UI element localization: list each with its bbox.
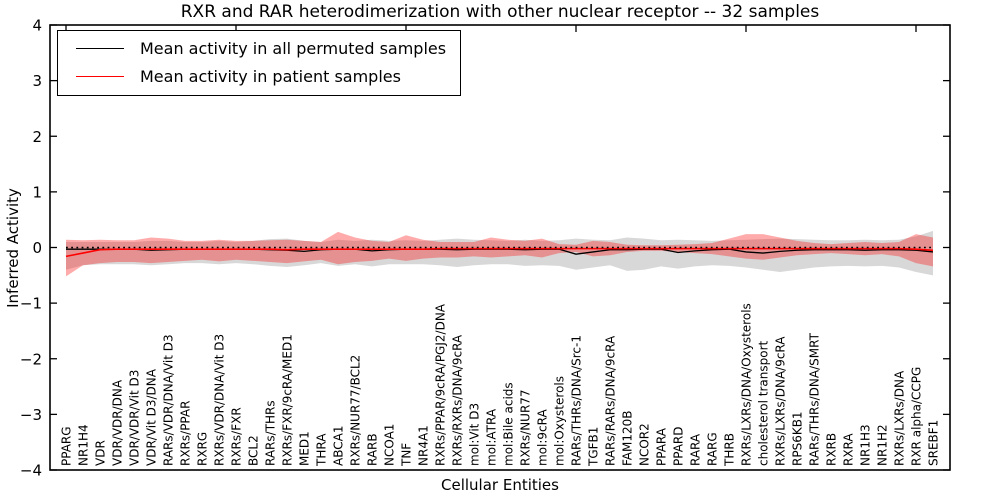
x-category-label: RXRs/PPAR (179, 401, 193, 466)
x-category-label: THRA (315, 433, 329, 467)
x-category-label: VDR (94, 440, 108, 466)
x-category-label: RARB (366, 433, 380, 466)
x-category-label: RARs/THRs (264, 400, 278, 466)
legend-label-permuted: Mean activity in all permuted samples (140, 39, 447, 58)
x-category-label: RXRA (842, 433, 856, 466)
band-permuted (66, 230, 933, 276)
x-category-label: RXRs/FXR (230, 407, 244, 466)
chart-title: RXR and RAR heterodimerization with othe… (180, 2, 820, 22)
x-category-label: TGFB1 (587, 427, 601, 467)
x-category-label: MED1 (298, 431, 312, 466)
x-category-label: RARs/THRs/DNA/Src-1 (570, 335, 584, 466)
x-category-label: RARs/VDR/DNA/Vit D3 (162, 334, 176, 466)
x-category-label: NR1H3 (859, 424, 873, 466)
x-category-label: RXRs/NUR77 (519, 389, 533, 466)
x-category-label: RARs/THRs/DNA/SMRT (808, 332, 822, 466)
x-category-label: RXR alpha/CCPG (910, 367, 924, 466)
x-category-label: RARG (706, 432, 720, 466)
x-category-label: BCL2 (247, 435, 261, 466)
x-category-label: RXRB (825, 433, 839, 466)
legend-label-patient: Mean activity in patient samples (140, 67, 401, 86)
x-category-label: RARs/RARs/DNA/9cRA (604, 335, 618, 466)
x-category-label: NR4A1 (417, 425, 431, 466)
x-category-label: RPS6KB1 (791, 411, 805, 466)
x-category-label: PPARG (60, 426, 74, 466)
x-category-label: PPARD (672, 427, 686, 467)
x-category-label: TNF (400, 443, 414, 467)
x-category-label: NR1H4 (77, 424, 91, 466)
x-category-label: ABCA1 (332, 426, 346, 466)
x-category-label: NR1H2 (876, 424, 890, 466)
y-tick-label: 4 (32, 17, 42, 35)
x-category-label: mol:Bile acids (502, 382, 516, 466)
x-category-label: VDR/Vit D3/DNA (145, 368, 159, 466)
y-tick-label: −4 (20, 462, 42, 480)
legend-item-permuted: Mean activity in all permuted samples (68, 38, 446, 59)
x-category-label: mol:9cRA (536, 409, 550, 466)
x-category-label: RXRs/RXRs/DNA/9cRA (451, 334, 465, 466)
x-category-label: VDR/VDR/Vit D3 (128, 370, 142, 466)
x-category-label: RXRs/FXR/9cRA/MED1 (281, 334, 295, 466)
x-category-label: mol:ATRA (485, 408, 499, 466)
x-category-label: mol:Oxysterols (553, 376, 567, 466)
x-category-label: THRB (723, 433, 737, 467)
x-category-label: VDR/VDR/DNA (111, 379, 125, 466)
x-category-label: RXRs/LXRs/DNA/9cRA (774, 336, 788, 466)
x-category-label: FAM120B (621, 411, 635, 467)
x-category-label: RARA (689, 433, 703, 466)
x-category-label: RXRs/VDR/DNA/Vit D3 (213, 334, 227, 466)
legend-item-patient: Mean activity in patient samples (68, 66, 446, 87)
y-tick-label: −1 (20, 295, 42, 313)
y-tick-label: 3 (32, 72, 42, 90)
x-category-label: RXRG (196, 432, 210, 466)
x-category-label: NCOA1 (383, 424, 397, 466)
x-category-label: PPARA (655, 427, 669, 466)
x-category-label: cholesterol transport (757, 340, 771, 466)
x-category-label: SREBF1 (927, 420, 941, 466)
y-tick-label: −3 (20, 406, 42, 424)
x-category-label: mol:Vit D3 (468, 403, 482, 466)
patient-line-swatch (76, 76, 124, 77)
x-category-label: RXRs/PPAR/9cRA/PGJ2/DNA (434, 303, 448, 466)
y-tick-label: 0 (32, 239, 42, 257)
permuted-line-swatch (76, 48, 124, 49)
x-axis-label: Cellular Entities (441, 476, 559, 494)
band-patient (66, 231, 933, 277)
y-tick-label: 1 (32, 183, 42, 201)
line-patient-mean (65, 247, 934, 258)
x-category-label: NCOR2 (638, 423, 652, 466)
y-tick-label: −2 (20, 350, 42, 368)
x-category-label: RXRs/LXRs/DNA/Oxysterols (740, 303, 754, 466)
x-category-label: RXRs/LXRs/DNA (893, 370, 907, 466)
y-tick-label: 2 (32, 128, 42, 146)
x-category-label: RXRs/NUR77/BCL2 (349, 355, 363, 466)
legend: Mean activity in all permuted samples Me… (57, 30, 462, 96)
